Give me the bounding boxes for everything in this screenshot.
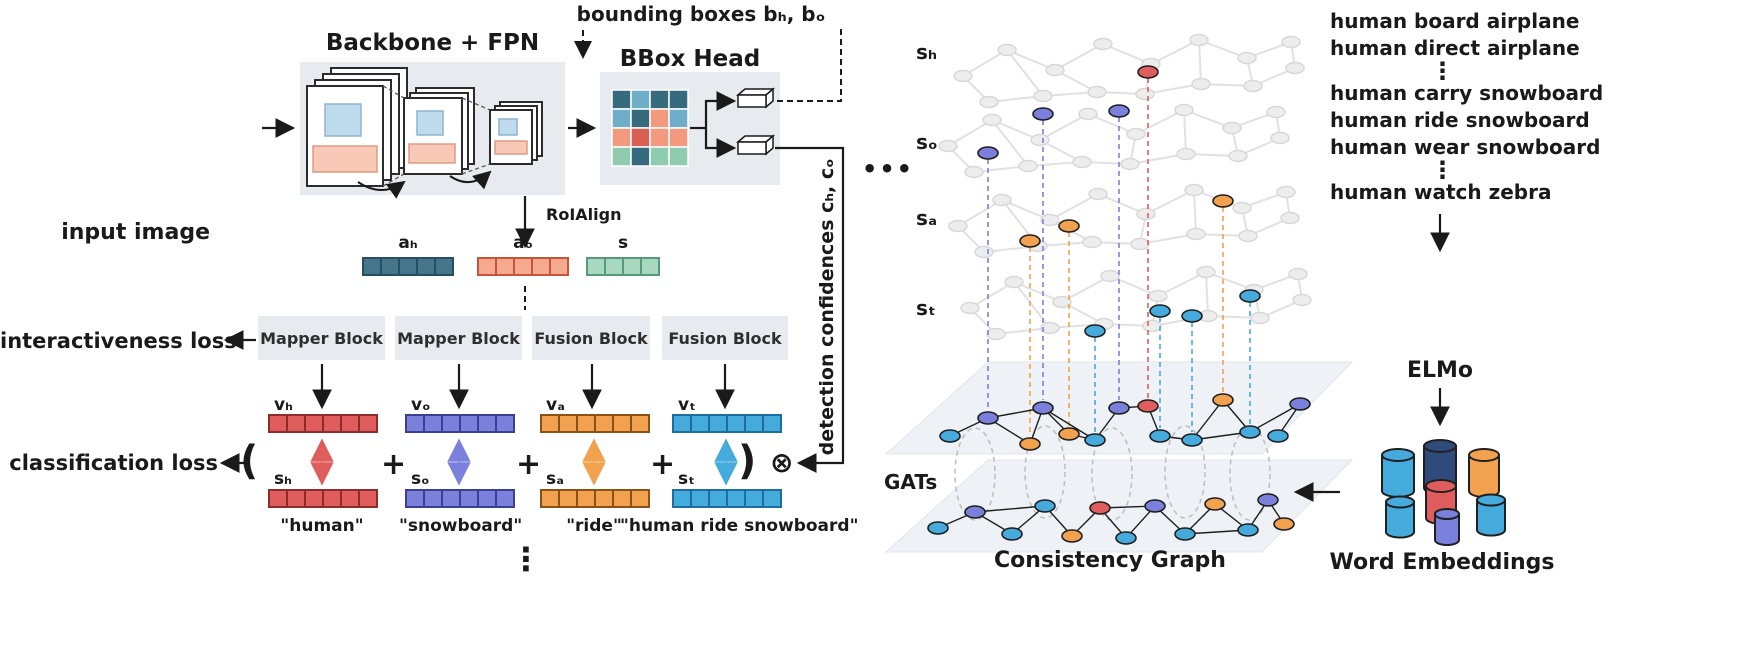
bounding-boxes-label: bounding boxes bₕ, bₒ	[576, 2, 826, 26]
right-arrows	[1293, 214, 1450, 502]
vector-sh-strip	[268, 489, 378, 508]
vector-so-label: sₒ	[411, 469, 430, 489]
vector-vh-label: vₕ	[274, 395, 293, 415]
graph-label-sa: sₐ	[916, 206, 938, 230]
phrase-ellipsis: ⋮	[1430, 57, 1455, 85]
word-ride: "ride"	[566, 516, 622, 536]
loss-arrows	[219, 330, 256, 473]
vector-vt-strip	[672, 414, 782, 433]
similarity-double-arrows	[310, 438, 738, 486]
bottom-plane-graph	[927, 493, 1295, 545]
score-grid	[611, 89, 689, 167]
vector-vo-strip	[405, 414, 515, 433]
mapper-block-2: Mapper Block	[395, 316, 522, 360]
gat-ellipses	[954, 425, 1271, 521]
input-image-label: input image	[61, 220, 210, 245]
feature-s-label: s	[617, 233, 629, 253]
vector-vh-strip	[268, 414, 378, 433]
feedback-dashed-line	[574, 26, 842, 102]
feature-ah-strip	[362, 257, 454, 276]
colored-layer-nodes	[977, 65, 1261, 338]
backbone-stacks-illustration	[306, 67, 543, 199]
backbone-title: Backbone + FPN	[325, 30, 540, 56]
mapper-block-1: Mapper Block	[258, 316, 385, 360]
vector-va-strip	[540, 414, 650, 433]
word-embeddings-label: Word Embeddings	[1329, 550, 1555, 575]
feedback-solid-line	[775, 146, 845, 473]
fusion-block-2: Fusion Block	[662, 316, 788, 360]
phrase-item: human wear snowboard	[1330, 135, 1601, 159]
drop-lines	[987, 78, 1251, 436]
feature-s-strip	[586, 257, 660, 276]
graph-label-sh: sₕ	[916, 40, 938, 64]
phrase-list: human board airplane human direct airpla…	[1330, 8, 1603, 206]
feature-ao-label: aₒ	[513, 233, 533, 253]
top-plane-graph	[939, 393, 1311, 451]
vector-va-label: vₐ	[546, 395, 565, 415]
graph-label-so: sₒ	[916, 130, 938, 154]
word-embedding-cylinders	[1381, 439, 1506, 546]
word-triplet: "human ride snowboard"	[620, 516, 859, 536]
graph-label-st: sₜ	[916, 296, 936, 320]
horizontal-ellipsis: •••	[862, 155, 915, 183]
vertical-ellipsis: ⋮	[510, 540, 542, 578]
close-paren: )	[738, 438, 757, 484]
feature-ao-strip	[477, 257, 569, 276]
vector-vo-label: vₒ	[411, 395, 431, 415]
bbox-cuboids	[690, 87, 776, 158]
consistency-graph-label: Consistency Graph	[994, 548, 1226, 573]
gats-label: GATs	[884, 470, 938, 494]
vector-sh-label: sₕ	[274, 469, 292, 489]
flow-arrows	[262, 118, 735, 410]
interactiveness-loss-label: interactiveness loss	[0, 329, 237, 353]
vector-sa-label: sₐ	[546, 469, 564, 489]
open-paren: (	[240, 438, 259, 484]
plus-1: +	[381, 447, 407, 482]
detection-confidences-label: detection confidences cₕ, cₒ	[816, 158, 838, 456]
phrase-item: human watch zebra	[1330, 180, 1552, 204]
feature-ah-label: aₕ	[398, 233, 418, 253]
vector-so-strip	[405, 489, 515, 508]
vector-vt-label: vₜ	[678, 395, 696, 415]
phrase-ellipsis: ⋮	[1430, 156, 1455, 184]
phrase-item: human board airplane	[1330, 9, 1580, 33]
otimes-symbol: ⊗	[770, 446, 794, 479]
word-human: "human"	[280, 516, 364, 536]
fusion-block-1: Fusion Block	[532, 316, 650, 360]
classification-loss-label: classification loss	[9, 451, 218, 475]
phrase-item: human carry snowboard	[1330, 81, 1604, 105]
bbox-head-title: BBox Head	[619, 46, 761, 72]
roialign-label: RoIAlign	[546, 205, 622, 224]
vector-sa-strip	[540, 489, 650, 508]
plus-2: +	[516, 447, 542, 482]
plus-3: +	[650, 447, 676, 482]
word-snowboard: "snowboard"	[399, 516, 523, 536]
phrase-item: human ride snowboard	[1330, 108, 1590, 132]
elmo-label: ELMo	[1406, 358, 1474, 383]
vector-st-label: sₜ	[678, 469, 695, 489]
phrase-item: human direct airplane	[1330, 36, 1580, 60]
vector-st-strip	[672, 489, 782, 508]
